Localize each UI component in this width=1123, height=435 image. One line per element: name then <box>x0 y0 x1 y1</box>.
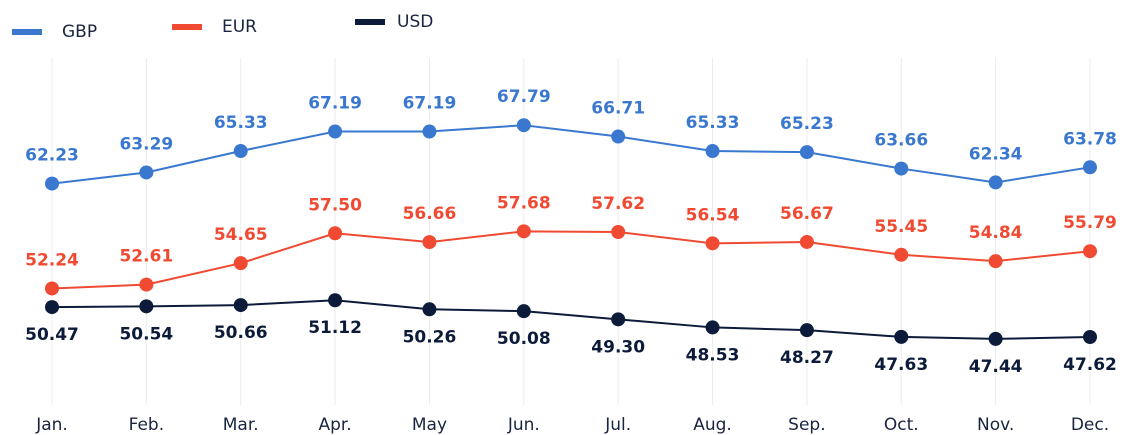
value-label: 63.66 <box>874 131 928 151</box>
value-label: 54.84 <box>969 223 1023 243</box>
value-label: 57.50 <box>308 195 362 215</box>
point <box>516 118 531 133</box>
point <box>611 129 626 144</box>
value-label: 49.30 <box>591 337 645 357</box>
point <box>328 226 343 241</box>
point <box>1083 244 1097 259</box>
x-tick-label: Jun. <box>507 415 540 435</box>
point <box>45 281 59 296</box>
x-tick-label: May <box>412 415 447 435</box>
point <box>422 235 437 250</box>
series-line <box>51 124 1091 185</box>
x-tick-label: Oct. <box>884 415 919 435</box>
point <box>1083 160 1097 175</box>
value-label: 47.44 <box>969 357 1023 377</box>
legend-label: EUR <box>222 17 257 37</box>
value-label: 54.65 <box>214 225 268 245</box>
point <box>516 224 531 239</box>
value-label: 65.23 <box>780 114 834 134</box>
point <box>422 124 437 139</box>
point <box>799 145 814 160</box>
value-label: 57.62 <box>591 194 645 214</box>
value-label: 67.19 <box>308 94 362 114</box>
x-tick-label: Dec. <box>1071 415 1109 435</box>
point <box>894 247 909 262</box>
x-tick-label: Jan. <box>35 415 68 435</box>
value-label: 55.45 <box>874 217 928 237</box>
x-tick-label: Nov. <box>977 415 1014 435</box>
series-line <box>51 230 1091 290</box>
x-tick-label: Jul. <box>604 415 631 435</box>
point <box>516 304 531 319</box>
point <box>705 320 720 335</box>
legend-swatch <box>12 29 42 35</box>
series-line <box>51 299 1091 340</box>
value-label: 51.12 <box>308 318 362 338</box>
value-label: 47.63 <box>874 355 928 375</box>
value-label: 56.66 <box>403 204 457 224</box>
value-label: 63.78 <box>1063 129 1117 149</box>
x-tick-label: Sep. <box>788 415 825 435</box>
value-label: 48.53 <box>686 345 740 365</box>
value-label: 52.61 <box>119 247 173 267</box>
point <box>422 302 437 317</box>
point <box>705 236 720 251</box>
point <box>799 234 814 249</box>
value-label: 52.24 <box>25 250 79 270</box>
point <box>988 175 1003 190</box>
point <box>45 300 59 315</box>
x-tick-label: Apr. <box>318 415 351 435</box>
point <box>705 144 720 159</box>
legend-swatch <box>172 24 202 30</box>
value-label: 47.62 <box>1063 355 1117 375</box>
point <box>988 254 1003 269</box>
value-label: 50.66 <box>214 323 268 343</box>
legend-label: USD <box>397 12 433 32</box>
value-label: 63.29 <box>119 134 173 154</box>
value-label: 56.67 <box>780 204 834 224</box>
value-label: 67.79 <box>497 87 551 107</box>
point <box>45 176 59 191</box>
x-tick-label: Feb. <box>129 415 165 435</box>
point <box>799 323 814 338</box>
point <box>139 299 154 314</box>
value-label: 57.68 <box>497 193 551 213</box>
value-label: 62.34 <box>969 144 1023 164</box>
value-label: 62.23 <box>25 146 79 166</box>
point <box>988 331 1003 346</box>
point <box>328 293 343 308</box>
point <box>139 165 154 180</box>
point <box>894 161 909 176</box>
point <box>894 329 909 344</box>
value-label: 48.27 <box>780 348 834 368</box>
value-label: 66.71 <box>591 99 645 119</box>
value-label: 50.08 <box>497 329 551 349</box>
value-label: 55.79 <box>1063 213 1117 233</box>
value-label: 50.47 <box>25 325 79 345</box>
point <box>233 144 248 159</box>
point <box>233 298 248 313</box>
point <box>611 224 626 239</box>
x-tick-label: Mar. <box>223 415 259 435</box>
value-label: 50.26 <box>403 327 457 347</box>
point <box>139 277 154 292</box>
value-label: 65.33 <box>686 113 740 133</box>
legend-label: GBP <box>62 22 97 42</box>
point <box>233 256 248 271</box>
value-label: 50.54 <box>119 324 173 344</box>
value-label: 67.19 <box>403 94 457 114</box>
x-tick-label: Aug. <box>693 415 732 435</box>
value-label: 65.33 <box>214 113 268 133</box>
point <box>328 124 343 139</box>
point <box>611 312 626 327</box>
point <box>1083 329 1097 344</box>
value-label: 56.54 <box>686 205 740 225</box>
legend-swatch <box>355 19 385 25</box>
